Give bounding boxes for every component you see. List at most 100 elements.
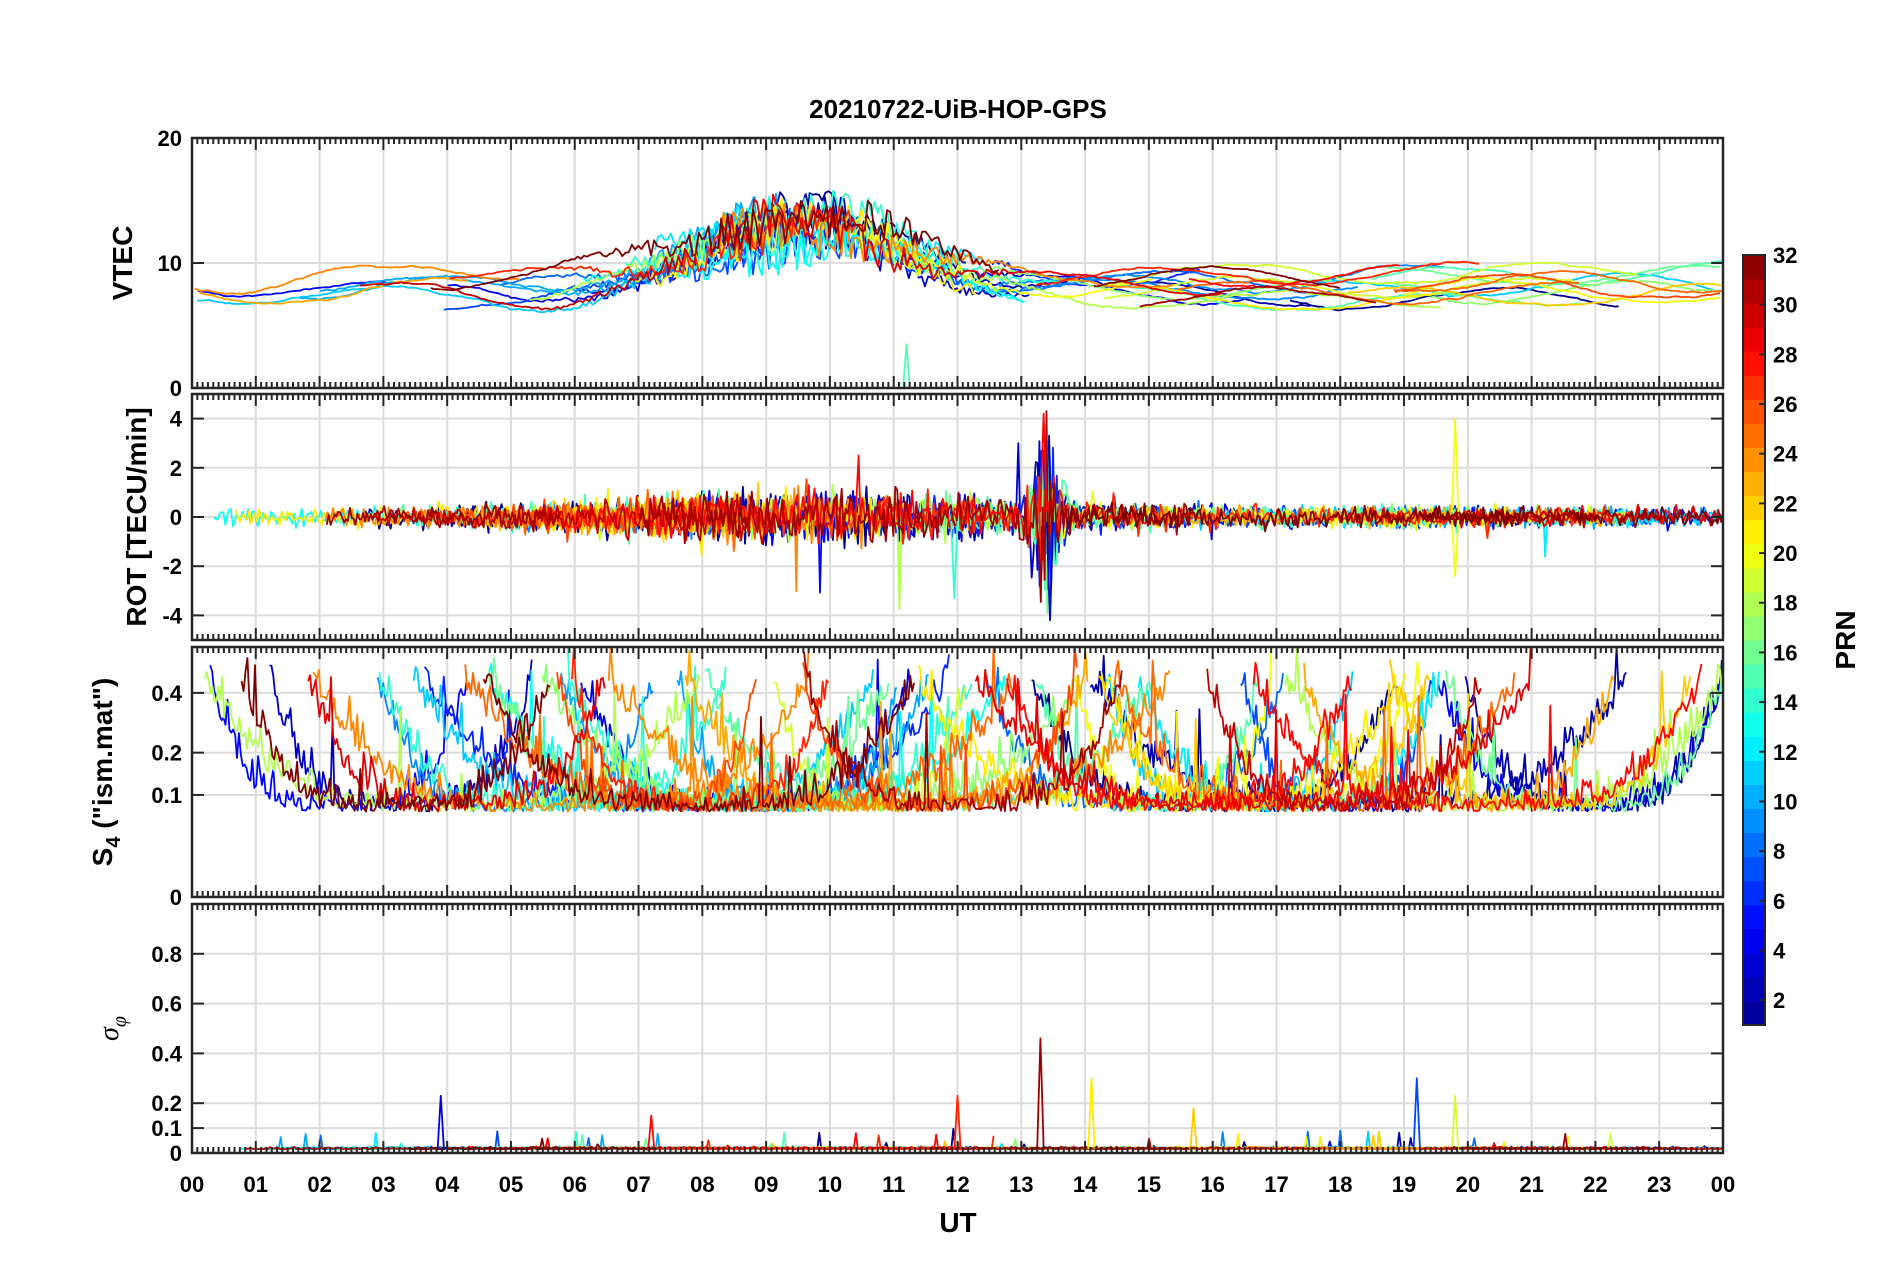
colorbar-band [1743, 447, 1765, 473]
spike-prn-14 [950, 521, 959, 600]
colorbar-band [1743, 760, 1765, 785]
spike-prn-7 [1412, 1077, 1421, 1150]
spike-prn-3 [1045, 522, 1055, 622]
y-tick-label: -2 [162, 554, 182, 579]
series-prn-30 [359, 238, 699, 311]
colorbar-band [1743, 808, 1765, 833]
series-prn-32 [1094, 265, 1340, 289]
colorbar-tick-label: 16 [1773, 640, 1797, 665]
y-tick-label: 0.2 [151, 741, 182, 766]
panel-sigma_phi: 00.10.2 0.4 0.6 0.8 σφ [94, 902, 1725, 1166]
series-prn-28 [1252, 661, 1703, 812]
series-prn-32 [240, 657, 551, 813]
grid [192, 904, 1723, 1153]
x-tick-label: 07 [626, 1172, 650, 1197]
y-label-main: σ [94, 1026, 125, 1041]
series-prn-27 [571, 647, 830, 812]
series-prn-17 [1429, 279, 1721, 306]
series-prn-18 [1284, 647, 1723, 813]
colorbar-tick-label: 24 [1773, 442, 1798, 467]
y-tick-label: 0.2 [151, 1091, 182, 1116]
colorbar-tick-label: 14 [1773, 690, 1798, 715]
colorbar-tick-label: 20 [1773, 541, 1797, 566]
series-prn-31 [325, 501, 562, 533]
y-axis-label: ROT [TECU/min] [121, 407, 152, 626]
colorbar-band [1743, 591, 1765, 617]
colorbar-band [1743, 423, 1765, 448]
y-label-rest: ("ism.mat") [87, 678, 118, 837]
colorbar-tick-label: 8 [1773, 839, 1785, 864]
x-tick-label: 02 [307, 1172, 331, 1197]
x-tick-label: 11 [882, 1172, 905, 1197]
colorbar-band [1743, 399, 1765, 424]
y-tick-label: 0 [170, 376, 182, 401]
series-prn-28 [536, 454, 1019, 545]
ticks [191, 137, 1724, 389]
series-group [204, 647, 1723, 813]
y-tick-label: 0.4 [151, 681, 182, 706]
colorbar-band [1743, 688, 1765, 713]
series-prn-23 [199, 276, 468, 305]
y-tick-label: 0 [170, 1141, 182, 1166]
colorbar-band [1743, 279, 1765, 304]
series-prn-22 [1097, 674, 1431, 813]
spike-prn-28 [647, 1114, 656, 1152]
colorbar-band [1743, 327, 1765, 352]
colorbar-tick-label: 10 [1773, 789, 1797, 814]
spike-prn-4 [436, 1094, 445, 1151]
x-tick-label: 09 [754, 1172, 778, 1197]
y-tick-label: 0.6 [151, 992, 182, 1017]
colorbar-tick-label: 4 [1773, 938, 1786, 963]
series-prn-32 [1418, 506, 1723, 529]
x-tick-labels: 00 01 02 03 04 05 06 07 08 09 10 11 12 13 14 15 16 17 18 19… [180, 1172, 1735, 1197]
y-tick-label: 2 [170, 456, 182, 481]
colorbar-band [1743, 375, 1765, 400]
series-prn-24 [194, 264, 521, 296]
ticks [191, 904, 1724, 1154]
colorbar-tick-label: 18 [1773, 591, 1797, 616]
colorbar-band [1743, 880, 1765, 906]
series-prn-25 [1176, 279, 1580, 306]
spike-prn-21 [1087, 1077, 1096, 1150]
spike-prn-15 [902, 343, 911, 386]
panel-s4: 0 0.1 0.2 0.4 S4 ("ism.mat") [87, 645, 1725, 910]
colorbar-tick-label: 12 [1773, 740, 1797, 765]
y-tick-label: 10 [158, 251, 182, 276]
y-tick-label: 0.4 [151, 1041, 182, 1066]
x-tick-label: 17 [1264, 1172, 1288, 1197]
colorbar-band [1743, 255, 1765, 280]
colorbar-frame [1742, 254, 1766, 1026]
series-prn-24 [312, 647, 810, 813]
series-prn-18 [204, 671, 700, 813]
colorbar-tick-label: 26 [1773, 392, 1797, 417]
spike-prn-20 [1450, 417, 1460, 513]
series-prn-16 [1385, 264, 1721, 287]
colorbar-band [1743, 832, 1765, 858]
colorbar-band [1743, 976, 1765, 1002]
colorbar-band [1743, 712, 1765, 737]
ticks [191, 647, 1724, 898]
colorbar-tick-label: 6 [1773, 889, 1785, 914]
figure-title: 20210722-UiB-HOP-GPS [809, 94, 1107, 124]
series-prn-14 [378, 665, 727, 812]
x-tick-label: 20 [1456, 1172, 1480, 1197]
colorbar-band [1743, 952, 1765, 978]
x-tick-label: 10 [818, 1172, 842, 1197]
series-prn-20 [1404, 276, 1721, 304]
colorbar-band [1743, 519, 1765, 545]
series-prn-11 [197, 240, 709, 314]
colorbar-tick-label: 28 [1773, 342, 1797, 367]
colorbar-band [1743, 615, 1765, 641]
y-tick-label: 0.1 [151, 783, 182, 808]
series-prn-24 [716, 201, 1174, 289]
x-tick-label: 13 [1009, 1172, 1033, 1197]
series-prn-14 [625, 189, 1064, 284]
x-axis-label: UT [939, 1207, 976, 1238]
series-prn-29 [717, 193, 1224, 297]
colorbar-band [1743, 904, 1765, 930]
spike-prn-20 [1450, 519, 1460, 577]
x-tick-label: 15 [1137, 1172, 1161, 1197]
